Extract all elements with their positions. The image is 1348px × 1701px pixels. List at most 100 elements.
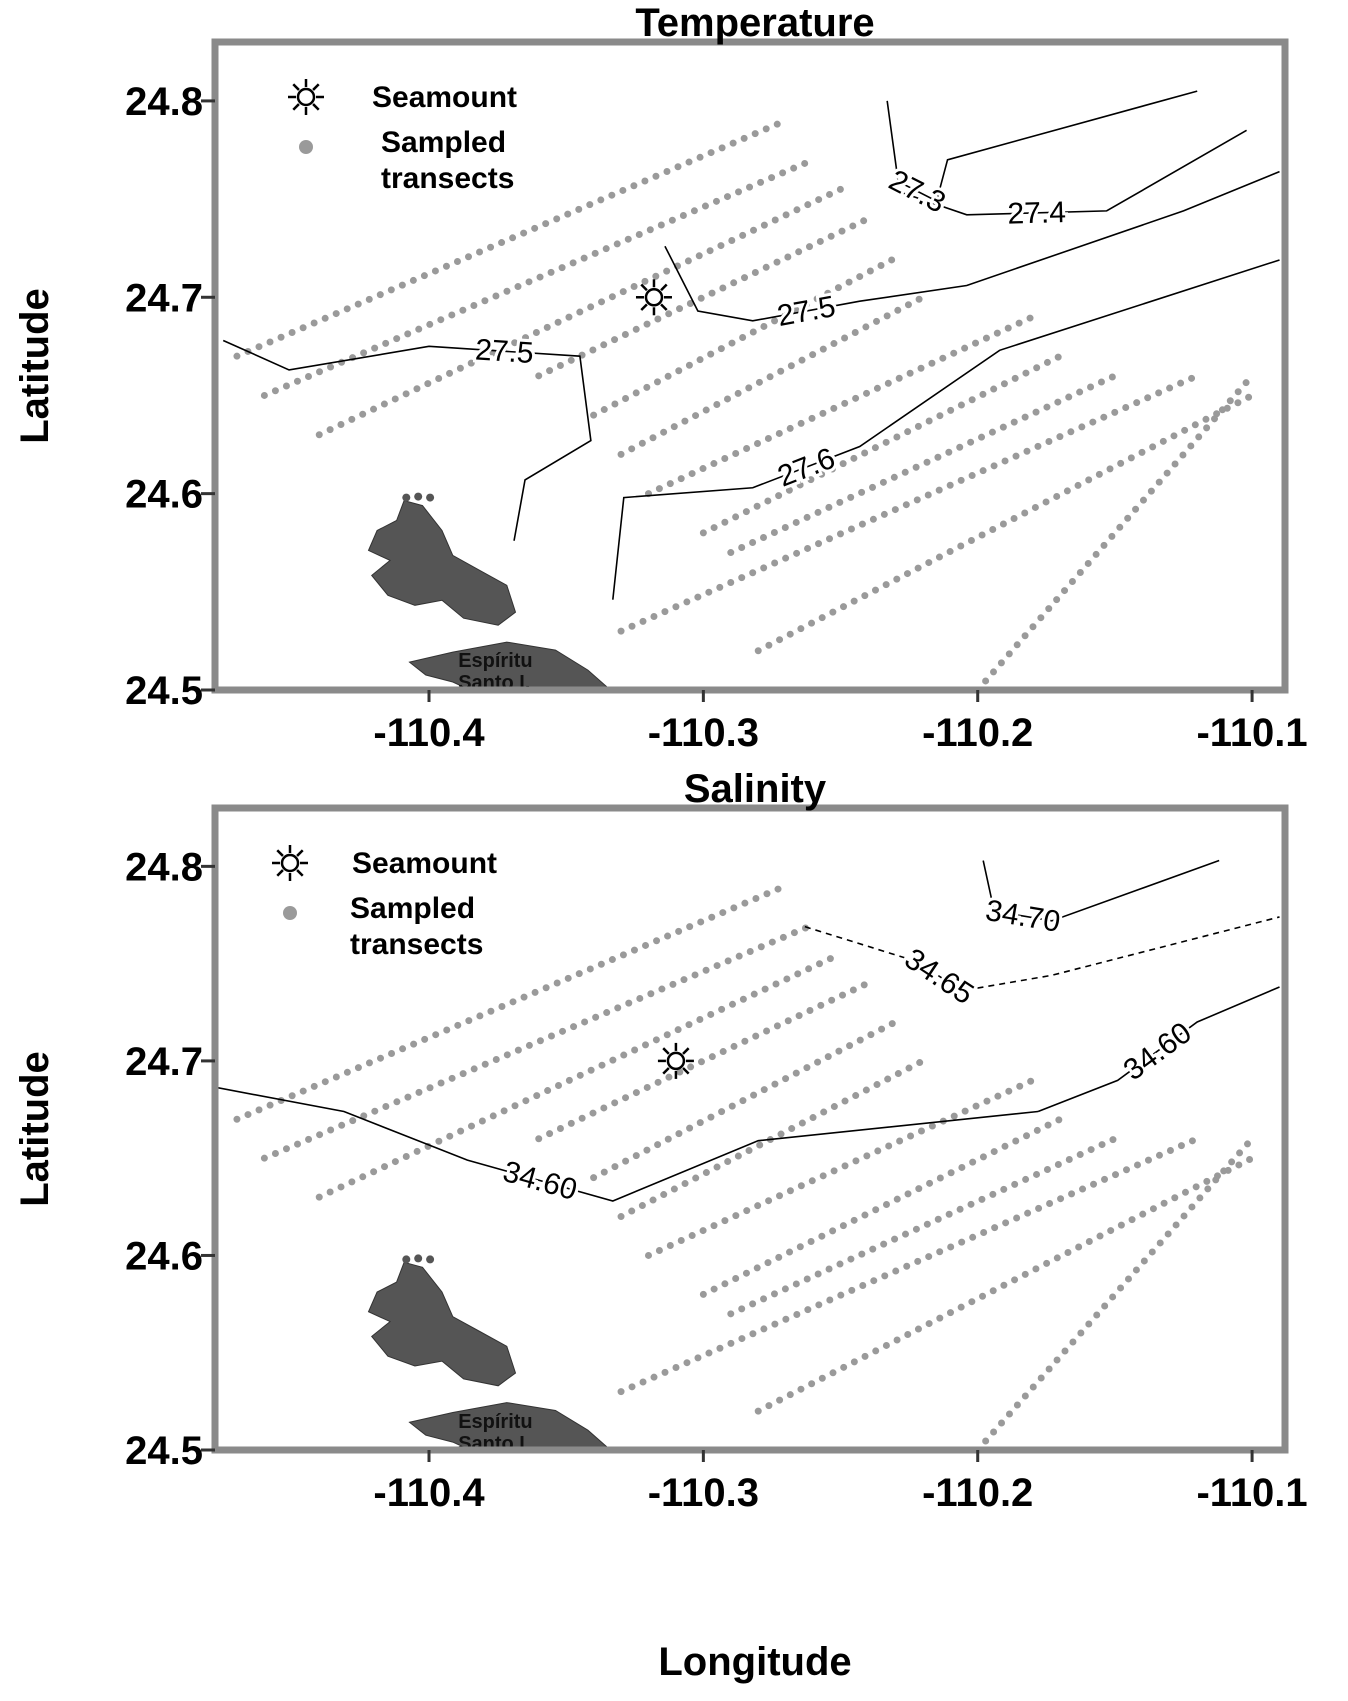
transect [535, 979, 872, 1143]
legend-label: Seamount [352, 847, 497, 880]
sun-ray [296, 849, 304, 857]
chart-title: Temperature [635, 1, 874, 45]
plot-frame [211, 804, 1289, 1454]
legend-label: Sampled transects [350, 892, 484, 961]
contour-label: 27.5 [775, 290, 838, 333]
x-tick-label: -110.4 [373, 711, 485, 755]
sun-ray [660, 303, 668, 311]
island [408, 1402, 612, 1450]
islet [402, 1255, 411, 1264]
x-tick-label: -110.1 [1196, 1471, 1307, 1515]
sun-ray [292, 103, 300, 111]
legend-label-box: Sampled transects [381, 126, 515, 195]
legend-transect-symbol [299, 140, 313, 154]
contour-label: 27.4 [1007, 196, 1066, 231]
islet [426, 493, 435, 502]
contour-label: 27.3 [884, 164, 951, 220]
transect [315, 185, 845, 439]
x-tick-label: -110.3 [648, 1471, 759, 1515]
transect [260, 921, 817, 1162]
transect [590, 254, 899, 419]
seamount [635, 279, 672, 316]
transect [754, 1154, 1256, 1415]
contour-line [886, 90, 1198, 203]
y-tick-label: 24.8 [125, 845, 203, 889]
sun-ray [682, 1067, 690, 1075]
transect [727, 372, 1119, 557]
chart-title: Salinity [684, 767, 827, 811]
transect [974, 1135, 1256, 1450]
transect [260, 156, 817, 399]
sun-ray [662, 1067, 670, 1075]
islet [414, 1254, 423, 1263]
contour-line [612, 259, 1280, 600]
sun-core [666, 1051, 686, 1071]
contour-label: 34.70 [983, 894, 1063, 939]
contour-line [1037, 986, 1280, 1113]
contour-label: 27.5 [474, 333, 534, 370]
plot-frame [211, 38, 1289, 694]
islet [426, 1255, 435, 1264]
sun-core [296, 87, 316, 107]
transect [617, 372, 1201, 635]
plot-area [215, 859, 1280, 1450]
sun-ray [296, 869, 304, 877]
y-tick-label: 24.6 [125, 1234, 203, 1278]
contour-line [664, 170, 1280, 322]
contour-label: 27.6 [773, 442, 839, 494]
transect [233, 117, 790, 360]
islet [402, 493, 411, 502]
sun-ray [640, 283, 648, 292]
transect [754, 391, 1256, 655]
transect [974, 372, 1256, 690]
y-axis-label: Latitude [13, 1051, 57, 1207]
transect [644, 313, 1037, 498]
x-axis-label: Longitude [658, 1640, 851, 1684]
sun-ray [276, 869, 284, 877]
x-tick-label: -110.1 [1196, 711, 1307, 755]
transect [535, 215, 872, 380]
x-tick-label: -110.2 [922, 711, 1033, 755]
transect [727, 1135, 1119, 1318]
transect [617, 293, 927, 458]
transect [617, 1135, 1201, 1396]
contour-label: 34.65 [899, 942, 980, 1011]
sun-ray [312, 83, 320, 91]
y-tick-label: 24.5 [125, 1429, 203, 1473]
contour-label: 34.60 [499, 1155, 580, 1207]
transect [233, 882, 790, 1123]
sun-ray [662, 1047, 670, 1055]
sun-core [644, 288, 664, 307]
transect [315, 950, 845, 1201]
legend-label-box: Sampled transects [350, 892, 484, 961]
y-tick-label: 24.6 [125, 473, 203, 517]
y-tick-label: 24.8 [125, 80, 203, 124]
x-tick-label: -110.2 [922, 1471, 1033, 1515]
sun-ray [682, 1047, 690, 1055]
island [367, 1261, 517, 1387]
legend-transect-symbol [283, 906, 297, 920]
islet [414, 492, 423, 501]
x-tick-label: -110.4 [373, 1471, 485, 1515]
contour-line [804, 916, 1280, 992]
island [408, 641, 612, 690]
sun-ray [640, 303, 648, 311]
transect [644, 1076, 1037, 1259]
sun-core [280, 853, 300, 873]
island [367, 499, 517, 626]
transect [590, 1018, 899, 1182]
legend-label: Seamount [372, 81, 517, 114]
contour-label: 34.60 [1118, 1016, 1198, 1087]
contour-line [903, 129, 1247, 216]
legend-label: Sampled transects [381, 126, 515, 195]
plot-area [222, 90, 1280, 690]
contour-line [222, 339, 592, 541]
y-tick-label: 24.7 [125, 1040, 203, 1084]
contour-line [215, 1086, 1039, 1202]
sun-ray [292, 83, 300, 91]
seamount [657, 1042, 694, 1079]
sun-ray [276, 849, 284, 857]
sun-ray [660, 283, 668, 292]
